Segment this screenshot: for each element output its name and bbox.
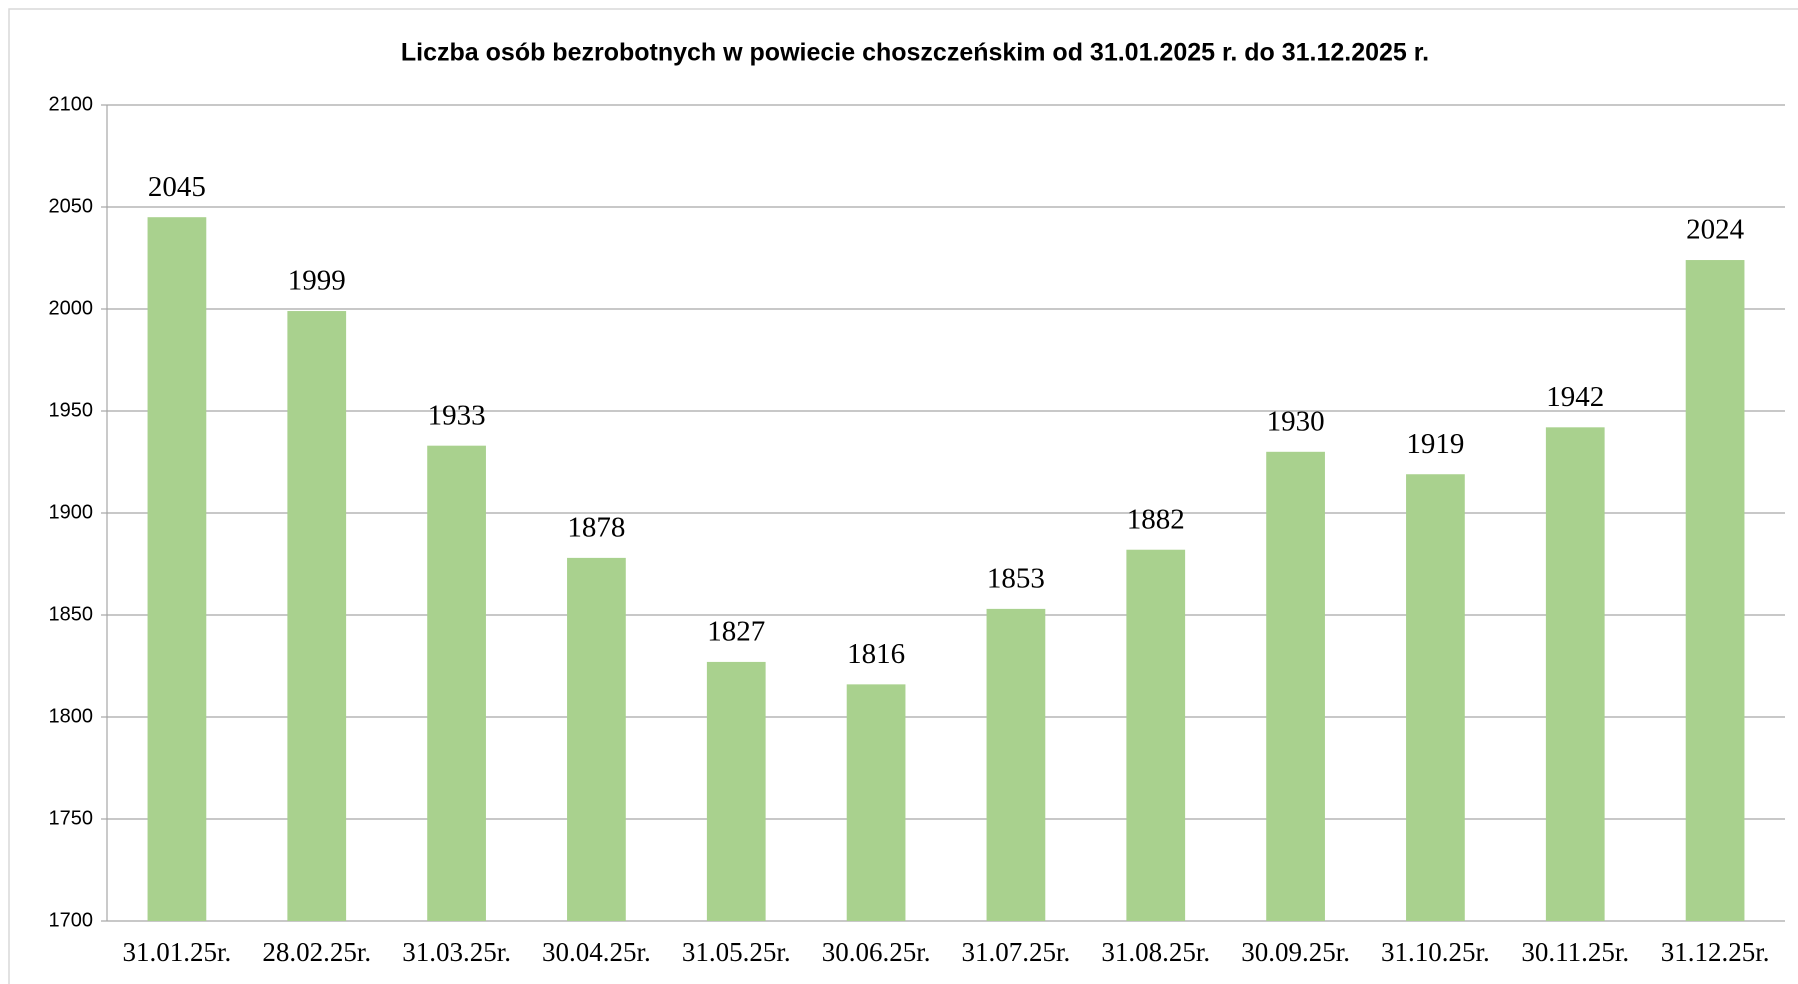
x-tick-label: 31.03.25r. [402,937,511,967]
data-label: 1882 [1127,503,1185,535]
y-tick-label: 1850 [49,603,94,625]
data-label: 1930 [1267,405,1325,437]
bar [427,445,486,921]
bar [1266,451,1325,921]
bar [1126,549,1186,921]
bar [846,684,906,921]
data-label: 2024 [1686,214,1745,246]
data-label: 1942 [1546,381,1604,413]
x-tick-label: 28.02.25r. [262,937,371,967]
y-tick-label: 2100 [49,93,94,115]
bar [1406,474,1465,921]
y-tick-label: 1900 [49,501,94,523]
data-label: 1999 [288,265,346,297]
bar [706,661,766,921]
x-tick-label: 30.09.25r. [1241,937,1350,967]
x-tick-label: 31.01.25r. [123,937,232,967]
data-label: 1933 [428,399,486,431]
y-tick-label: 1950 [49,399,94,421]
y-tick-label: 1750 [49,807,94,829]
data-label: 1816 [847,638,905,670]
x-tick-label: 31.05.25r. [682,937,791,967]
y-tick-label: 2050 [49,195,94,217]
y-tick-label: 1800 [49,705,94,727]
y-tick-label: 2000 [49,297,94,319]
data-label: 1853 [987,563,1045,595]
data-label: 2045 [148,171,206,203]
data-label: 1827 [707,616,765,648]
x-tick-label: 31.08.25r. [1101,937,1210,967]
x-tick-label: 30.11.25r. [1521,937,1629,967]
bar [567,557,626,921]
x-tick-label: 30.06.25r. [822,937,931,967]
bar [1685,260,1745,921]
data-label: 1919 [1406,428,1464,460]
x-tick-label: 31.12.25r. [1661,937,1770,967]
bar [986,608,1046,921]
y-tick-label: 1700 [49,909,94,931]
bar [287,311,347,921]
x-tick-label: 31.07.25r. [962,937,1071,967]
x-tick-label: 31.10.25r. [1381,937,1490,967]
chart-title: Liczba osób bezrobotnych w powiecie chos… [401,39,1429,67]
data-label: 1878 [567,512,625,544]
x-tick-label: 30.04.25r. [542,937,651,967]
bar [1545,427,1605,921]
bar [147,217,207,921]
